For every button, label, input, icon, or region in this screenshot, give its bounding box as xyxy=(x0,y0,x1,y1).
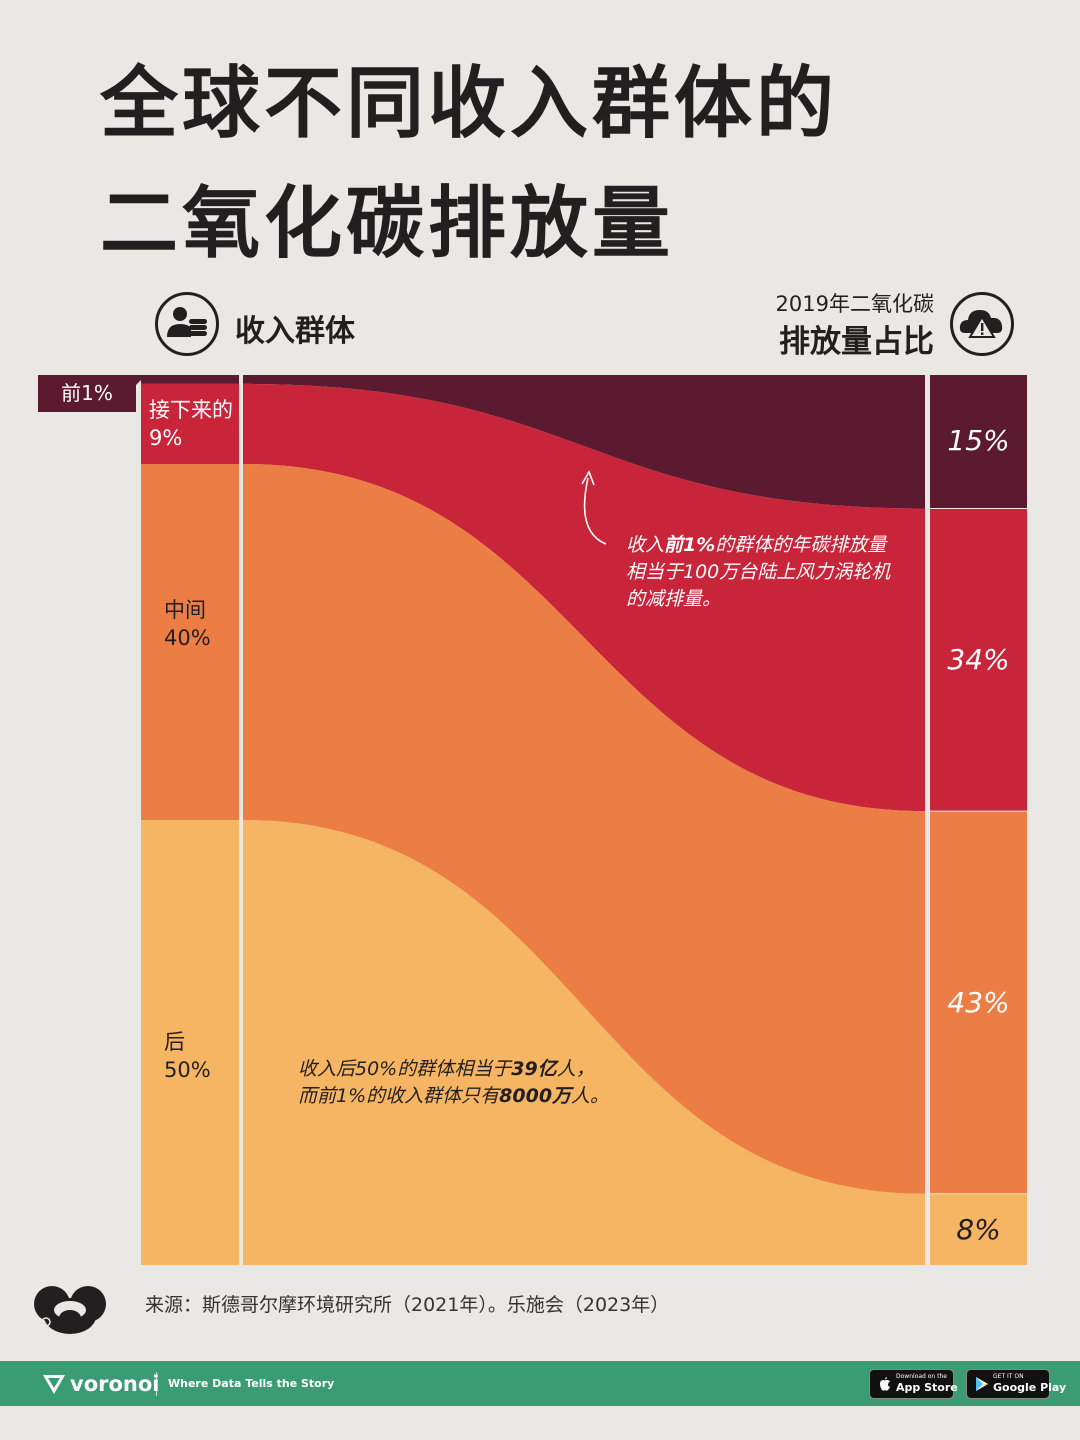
voronoi-logo-icon xyxy=(43,1375,65,1394)
emission-bar-next-9pct xyxy=(930,508,1027,812)
label-top-1pct: 前1% xyxy=(38,375,146,412)
label-next-9pct-line2: 9% xyxy=(149,426,183,450)
label-middle-40pct-line1: 中间 xyxy=(164,598,206,622)
flow-band-middle-40pct xyxy=(243,464,925,1194)
annotation-bottom-50pct: 收入后50%的群体相当于39亿人， 而前1%的收入群体只有8000万人。 xyxy=(298,1056,609,1110)
annotation-top-bold: 前1% xyxy=(664,534,716,556)
label-bottom-50pct: 后 50% xyxy=(164,1028,211,1084)
annotation-bottom-l2-bold: 8000万 xyxy=(499,1085,572,1107)
annotation-top-line2: 相当于100万台陆上风力涡轮机 xyxy=(626,561,891,583)
google-play-icon xyxy=(976,1377,988,1391)
label-next-9pct: 接下来的 9% xyxy=(149,396,233,452)
annotation-top-1pct: 收入前1%的群体的年碳排放量 相当于100万台陆上风力涡轮机 的减排量。 xyxy=(626,532,890,613)
label-middle-40pct-line2: 40% xyxy=(164,626,211,650)
label-next-9pct-line1: 接下来的 xyxy=(149,398,233,422)
brand-divider xyxy=(156,1372,157,1396)
title-line-1: 全球不同收入群体的 xyxy=(100,59,839,149)
annotation-bottom-l2-post: 人。 xyxy=(571,1085,610,1107)
title-line-2: 二氧化碳排放量 xyxy=(100,179,675,269)
emission-label-bottom-50pct: 8% xyxy=(956,1213,1001,1246)
google-play-small: GET IT ON xyxy=(993,1373,1024,1380)
apple-icon xyxy=(880,1377,890,1391)
emission-bar-middle-40pct xyxy=(930,811,1027,1194)
app-store-small: Download on the xyxy=(896,1373,947,1380)
mascot-logo xyxy=(34,1286,106,1334)
brand-tagline: Where Data Tells the Story xyxy=(168,1377,335,1390)
emission-label-top-1pct: 15% xyxy=(947,424,1010,457)
population-bar-top-1pct xyxy=(141,375,239,384)
google-play-button[interactable]: GET IT ON Google Play xyxy=(966,1369,1066,1399)
annotation-bottom-l1-bold: 39亿 xyxy=(511,1058,557,1080)
emission-share-heading: 排放量占比 xyxy=(779,324,934,360)
app-store-button[interactable]: Download on the App Store xyxy=(869,1369,958,1399)
cloud-warning-icon xyxy=(950,292,1014,356)
flow-band-top-1pct xyxy=(243,375,925,509)
annotation-top-post: 的群体的年碳排放量 xyxy=(715,534,887,556)
brand-name: voronoi xyxy=(70,1372,160,1396)
label-bottom-50pct-line1: 后 xyxy=(164,1030,185,1054)
emission-label-middle-40pct: 43% xyxy=(947,986,1010,1019)
annotation-top-pre: 收入 xyxy=(626,534,665,556)
annotation-arrow xyxy=(581,470,607,545)
page-title: 全球不同收入群体的 二氧化碳排放量 xyxy=(100,44,838,284)
label-middle-40pct: 中间 40% xyxy=(164,596,211,652)
emission-year-heading: 2019年二氧化碳 xyxy=(775,292,934,316)
footer-bar: voronoi Where Data Tells the Story Downl… xyxy=(0,1361,1080,1406)
flow-band-next-9pct xyxy=(243,383,925,812)
app-store-big: App Store xyxy=(896,1381,958,1394)
population-bar-bottom-50pct xyxy=(141,820,239,1265)
population-bar-middle-40pct xyxy=(141,464,239,820)
label-bottom-50pct-line2: 50% xyxy=(164,1058,211,1082)
income-group-heading: 收入群体 xyxy=(235,314,355,349)
population-bar-next-9pct xyxy=(141,383,239,464)
google-play-big: Google Play xyxy=(993,1381,1067,1394)
emission-bar-top-1pct xyxy=(930,375,1027,509)
emission-label-next-9pct: 34% xyxy=(947,643,1010,676)
annotation-bottom-l1-pre: 收入后50%的群体相当于 xyxy=(298,1058,512,1080)
annotation-top-line3: 的减排量。 xyxy=(626,588,722,610)
right-axis-header: 2019年二氧化碳 排放量占比 xyxy=(714,288,1014,364)
emission-bar-bottom-50pct xyxy=(930,1193,1027,1265)
coins-person-icon xyxy=(155,292,219,356)
annotation-bottom-l2-pre: 而前1%的收入群体只有 xyxy=(298,1085,500,1107)
annotation-bottom-l1-post: 人， xyxy=(556,1058,595,1080)
flow-band-bottom-50pct xyxy=(243,820,925,1265)
source-note: 来源：斯德哥尔摩环境研究所（2021年）。乐施会（2023年） xyxy=(145,1294,670,1316)
